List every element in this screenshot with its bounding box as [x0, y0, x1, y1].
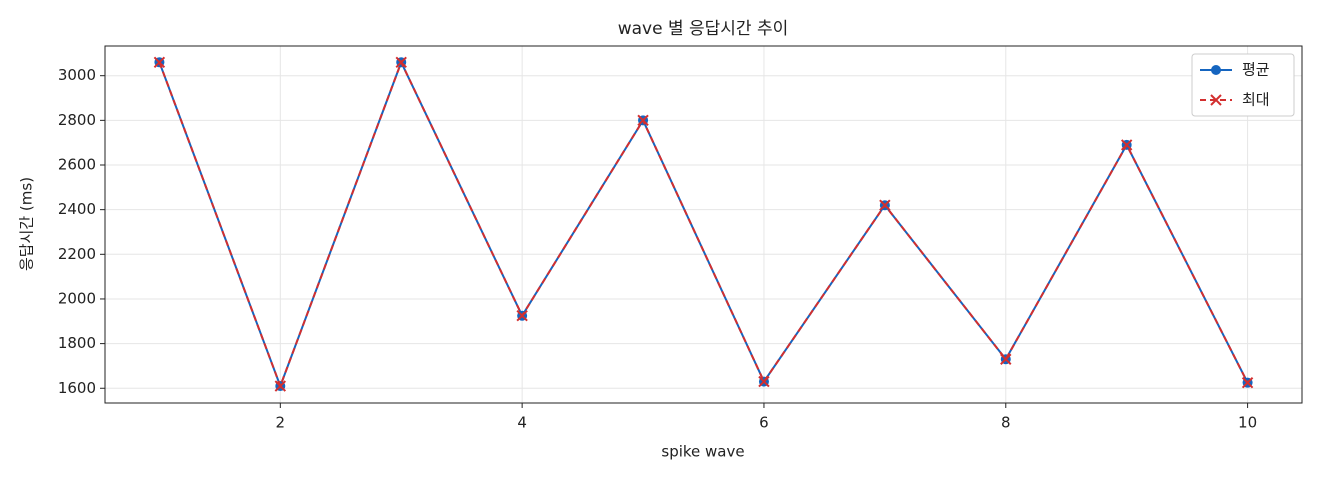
y-tick-label: 1800	[58, 334, 96, 352]
x-tick-label: 6	[759, 414, 769, 432]
x-marker	[637, 114, 649, 127]
x-tick-label: 8	[1001, 414, 1011, 432]
x-marker	[274, 380, 287, 392]
legend-label: 최대	[1242, 91, 1270, 109]
x-tick-label: 2	[276, 414, 286, 432]
legend-marker	[1211, 65, 1221, 75]
y-tick-label: 2600	[58, 156, 96, 174]
x-marker	[395, 56, 407, 69]
x-marker	[153, 56, 166, 69]
y-tick-label: 2400	[58, 200, 96, 218]
x-marker	[879, 199, 891, 211]
x-marker	[516, 309, 528, 322]
y-tick-label: 1600	[58, 379, 96, 397]
x-marker	[1120, 139, 1133, 151]
x-tick-label: 4	[517, 414, 527, 432]
plot-frame	[104, 45, 1303, 404]
x-axis-label: spike wave	[661, 443, 744, 461]
y-tick-label: 3000	[58, 66, 96, 84]
x-tick-label: 10	[1238, 414, 1257, 432]
y-tick-label: 2200	[58, 245, 96, 263]
x-marker	[1000, 353, 1012, 365]
line	[158, 59, 1249, 389]
x-marker	[758, 375, 770, 388]
chart-title: wave 별 응답시간 추이	[618, 19, 789, 39]
y-tick-label: 2000	[58, 289, 96, 307]
y-axis-label: 응답시간 (ms)	[18, 177, 36, 271]
line	[158, 59, 1249, 389]
legend-marker	[1210, 94, 1222, 106]
y-tick-label: 2800	[58, 111, 96, 129]
x-marker	[1241, 376, 1254, 389]
legend-label: 평균	[1242, 61, 1270, 79]
